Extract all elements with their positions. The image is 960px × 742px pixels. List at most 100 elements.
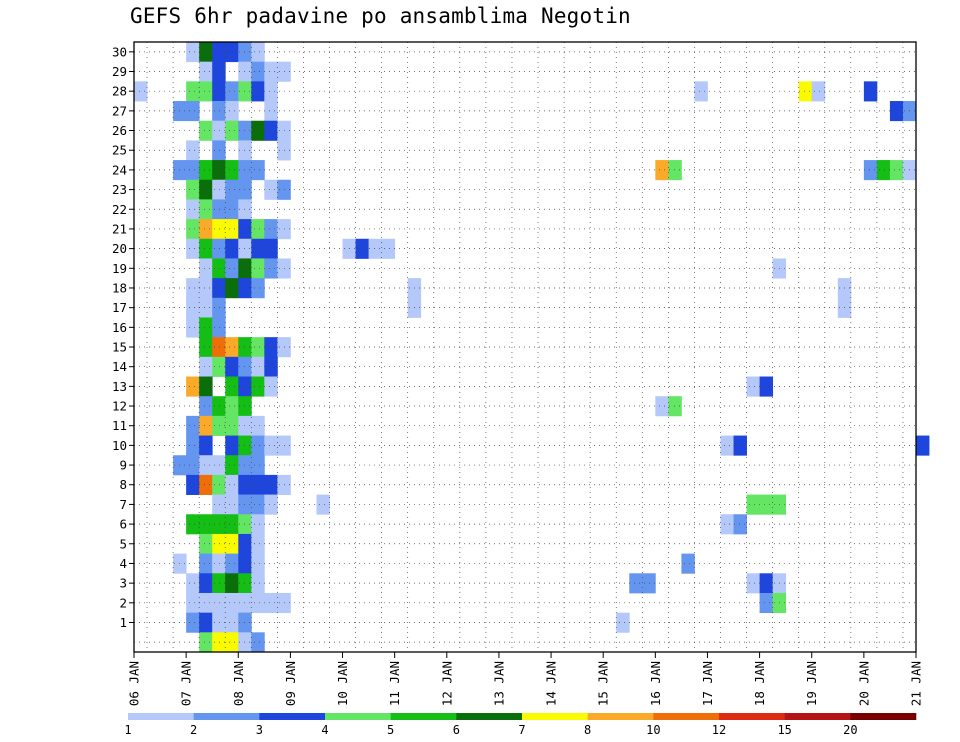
heatmap-cell: [251, 337, 265, 358]
chart-title: GEFS 6hr padavine po ansamblima Negotin: [130, 4, 631, 28]
y-tick-label: 23: [112, 182, 127, 197]
heatmap-cell: [212, 258, 226, 279]
heatmap-cell: [212, 140, 226, 161]
colorbar-label: 7: [518, 723, 525, 737]
heatmap-cell: [225, 533, 239, 555]
x-tick-label: 09 JAN: [283, 661, 298, 706]
heatmap-cell: [720, 435, 734, 456]
y-tick-label: 11: [112, 418, 127, 433]
colorbar-swatch: [850, 713, 917, 720]
heatmap-cell: [368, 238, 383, 259]
heatmap-cell: [251, 553, 265, 574]
heatmap-cell: [316, 494, 330, 515]
heatmap-cell: [225, 258, 239, 279]
x-tick-label: 17 JAN: [700, 661, 715, 706]
heatmap-cell: [225, 592, 239, 614]
heatmap-cell: [186, 612, 200, 633]
heatmap-cell: [199, 219, 213, 240]
heatmap-cell: [212, 573, 226, 594]
heatmap-cell: [225, 120, 239, 141]
heatmap-cell: [251, 238, 265, 259]
heatmap-cell: [668, 396, 682, 417]
heatmap-cell: [694, 81, 708, 102]
y-tick-label: 28: [112, 84, 127, 99]
heatmap-cell: [863, 81, 878, 102]
x-tick-label: 06 JAN: [127, 661, 142, 706]
heatmap-cell: [746, 573, 760, 594]
heatmap-cell: [264, 179, 278, 200]
heatmap-cell: [225, 219, 239, 240]
y-tick-label: 26: [112, 123, 127, 138]
colorbar-swatch: [784, 713, 851, 720]
colorbar-label: 4: [321, 723, 328, 737]
heatmap-cell: [225, 612, 239, 633]
heatmap-cell: [225, 494, 239, 515]
heatmap-cell: [186, 42, 200, 63]
y-tick-label: 19: [112, 261, 127, 276]
heatmap-cell: [720, 514, 734, 535]
heatmap-cell: [264, 337, 278, 358]
heatmap-cell: [212, 415, 226, 436]
heatmap-cell: [681, 553, 695, 574]
heatmap-cell: [199, 376, 213, 397]
x-tick-label: 13 JAN: [491, 661, 506, 706]
heatmap-cell: [629, 573, 643, 594]
heatmap-cell: [876, 160, 891, 181]
heatmap-cell: [264, 435, 278, 456]
heatmap-cell: [264, 258, 278, 279]
heatmap-cell: [199, 514, 213, 535]
heatmap-cell: [251, 514, 265, 535]
heatmap-cell: [186, 435, 200, 456]
heatmap-cell: [212, 199, 226, 220]
colorbar-swatch: [456, 713, 523, 720]
heatmap-cell: [264, 101, 278, 122]
heatmap-cell: [889, 101, 904, 122]
y-tick-label: 29: [112, 64, 127, 79]
heatmap-cell: [199, 533, 213, 555]
colorbar-label: 5: [387, 723, 394, 737]
heatmap-cell: [251, 474, 265, 495]
heatmap-cell: [251, 258, 265, 279]
heatmap-cell: [251, 415, 265, 436]
colorbar-swatch: [587, 713, 654, 720]
y-tick-label: 12: [112, 399, 127, 414]
heatmap-cell: [186, 297, 200, 318]
x-tick-label: 14 JAN: [544, 661, 559, 706]
y-tick-label: 24: [112, 162, 127, 177]
heatmap-cell: [264, 356, 278, 377]
heatmap-cell: [186, 592, 200, 614]
heatmap-cell: [916, 435, 930, 456]
heatmap-cell: [225, 278, 239, 299]
heatmap-cell: [199, 278, 213, 299]
heatmap-cell: [212, 219, 226, 240]
heatmap-cell: [186, 455, 200, 476]
heatmap-cell: [655, 396, 669, 417]
heatmap-cell: [811, 81, 826, 102]
heatmap-cell: [199, 435, 213, 456]
heatmap-cell: [264, 81, 278, 102]
y-tick-label: 25: [112, 143, 127, 158]
heatmap-cell: [225, 179, 239, 200]
y-tick-label: 10: [112, 438, 127, 453]
y-tick-label: 22: [112, 202, 127, 217]
colorbar-swatch: [325, 713, 391, 720]
heatmap-cell: [212, 337, 226, 358]
heatmap-cell: [212, 42, 226, 63]
heatmap-cell: [199, 42, 213, 63]
heatmap-cell: [759, 573, 774, 594]
heatmap-cell: [759, 592, 774, 614]
y-tick-label: 18: [112, 280, 127, 295]
x-tick-label: 16 JAN: [648, 661, 663, 706]
colorbar-label: 20: [843, 723, 857, 737]
heatmap-cell: [199, 297, 213, 318]
heatmap-cell: [225, 474, 239, 495]
y-tick-label: 8: [119, 477, 127, 492]
heatmap-cell: [199, 474, 213, 495]
heatmap-cell: [186, 101, 200, 122]
heatmap-cell: [199, 396, 213, 417]
heatmap-cell: [798, 81, 813, 102]
heatmap-cell: [186, 238, 200, 259]
y-tick-label: 2: [119, 595, 127, 610]
heatmap-cell: [199, 553, 213, 574]
heatmap-cell: [212, 474, 226, 495]
